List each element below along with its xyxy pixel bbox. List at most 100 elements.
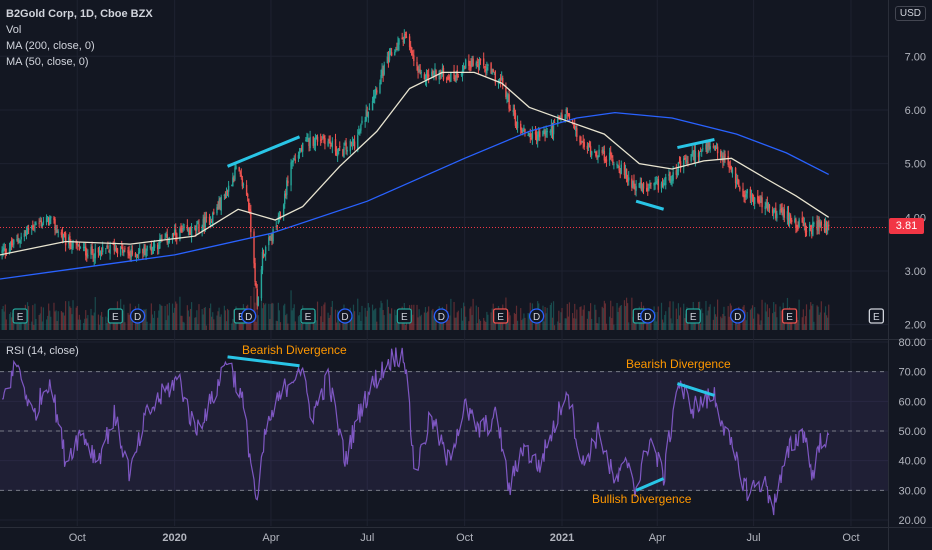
- volume-bar: [371, 304, 374, 330]
- candle-body: [114, 247, 117, 252]
- candle-body: [750, 194, 753, 200]
- earnings-marker[interactable]: E: [396, 308, 412, 324]
- volume-bar: [772, 313, 774, 330]
- earnings-marker[interactable]: E: [868, 308, 885, 324]
- candle-body: [609, 151, 612, 157]
- volume-bar: [226, 308, 229, 330]
- candle-body: [232, 177, 234, 187]
- dividend-marker[interactable]: D: [640, 308, 656, 324]
- price-tick-label: 7.00: [905, 51, 926, 63]
- candle-body: [471, 60, 473, 67]
- volume-bar: [561, 308, 563, 330]
- volume-bar: [477, 307, 479, 330]
- volume-bar: [324, 302, 326, 330]
- volume-bar: [105, 316, 107, 330]
- currency-button[interactable]: USD: [894, 6, 926, 21]
- rsi-panel[interactable]: [0, 347, 888, 516]
- volume-bar: [744, 310, 746, 330]
- candle-body: [226, 190, 229, 193]
- marker-label: E: [17, 312, 24, 323]
- volume-bar: [701, 308, 703, 330]
- volume-bar: [350, 313, 352, 330]
- candle-body: [464, 59, 467, 69]
- earnings-marker[interactable]: E: [685, 308, 701, 324]
- earnings-marker[interactable]: E: [781, 308, 798, 324]
- candle-body: [210, 221, 213, 223]
- earnings-marker[interactable]: E: [12, 308, 28, 324]
- volume-indicator-label[interactable]: Vol: [6, 24, 22, 36]
- volume-bar: [396, 322, 398, 330]
- candle-body: [360, 124, 362, 131]
- dividend-marker[interactable]: D: [129, 308, 146, 324]
- candle-body: [612, 159, 614, 163]
- volume-bar: [287, 323, 289, 330]
- bearish-divergence-label-2: Bearish Divergence: [626, 357, 731, 371]
- candle-body: [759, 201, 761, 203]
- candle-body: [239, 171, 241, 175]
- earnings-marker[interactable]: E: [300, 308, 316, 324]
- dividend-marker[interactable]: D: [337, 308, 353, 324]
- volume-bar: [624, 306, 627, 330]
- candle-body: [671, 179, 673, 182]
- volume-bar: [368, 307, 370, 330]
- volume-bar: [767, 317, 770, 330]
- volume-bar: [33, 325, 35, 330]
- price-tick-label: 3.00: [905, 266, 926, 278]
- volume-bar: [312, 317, 314, 330]
- dividend-marker[interactable]: D: [241, 308, 257, 324]
- candle-body: [714, 146, 717, 148]
- candle-body: [739, 187, 741, 190]
- dividend-marker[interactable]: D: [730, 308, 746, 324]
- volume-bar: [374, 309, 376, 330]
- earnings-marker[interactable]: E: [492, 308, 509, 324]
- candle-body: [144, 244, 146, 256]
- candle-body: [172, 232, 175, 236]
- volume-bar: [796, 317, 798, 330]
- candle-body: [418, 69, 420, 73]
- volume-bar: [272, 303, 274, 330]
- volume-bar: [707, 310, 709, 330]
- candle-body: [27, 228, 30, 230]
- dividend-marker[interactable]: D: [528, 308, 545, 324]
- ma50-indicator-label[interactable]: MA (50, close, 0): [6, 56, 89, 68]
- volume-bar: [589, 303, 592, 330]
- volume-bar: [534, 323, 537, 330]
- earnings-marker[interactable]: E: [107, 308, 124, 324]
- ma200-indicator-label[interactable]: MA (200, close, 0): [6, 40, 95, 52]
- candle-body: [656, 180, 658, 184]
- candle-body: [690, 154, 692, 161]
- candle-body: [139, 248, 141, 254]
- candle-body: [291, 162, 293, 164]
- candle-body: [8, 248, 11, 252]
- volume-bar: [98, 324, 101, 330]
- candle-body: [344, 144, 346, 146]
- candle-body: [335, 152, 338, 155]
- candle-body: [401, 37, 403, 40]
- volume-bar: [261, 308, 264, 330]
- candle-body: [134, 253, 137, 258]
- rsi-indicator-label[interactable]: RSI (14, close): [6, 345, 79, 357]
- candle-body: [412, 54, 414, 56]
- candle-body: [376, 90, 378, 93]
- volume-bar: [650, 317, 652, 330]
- volume-bar: [823, 312, 826, 330]
- volume-bar: [301, 323, 303, 330]
- candle-body: [617, 164, 619, 166]
- candle-body: [261, 251, 264, 271]
- candle-body: [566, 110, 569, 114]
- price-panel[interactable]: EEDEDEDEDEDEDEDEE: [0, 29, 888, 330]
- candle-body: [788, 214, 791, 224]
- volume-bar: [575, 318, 577, 330]
- candle-body: [716, 146, 719, 154]
- candle-body: [735, 179, 738, 184]
- candle-body: [442, 67, 445, 80]
- candle-body: [649, 183, 651, 187]
- candle-body: [520, 123, 522, 130]
- symbol-title[interactable]: B2Gold Corp, 1D, Cboe BZX: [6, 8, 153, 20]
- candle-body: [828, 224, 830, 226]
- dividend-marker[interactable]: D: [433, 308, 450, 324]
- candle-body: [194, 227, 196, 229]
- volume-bar: [352, 304, 355, 330]
- candle-body: [536, 135, 539, 142]
